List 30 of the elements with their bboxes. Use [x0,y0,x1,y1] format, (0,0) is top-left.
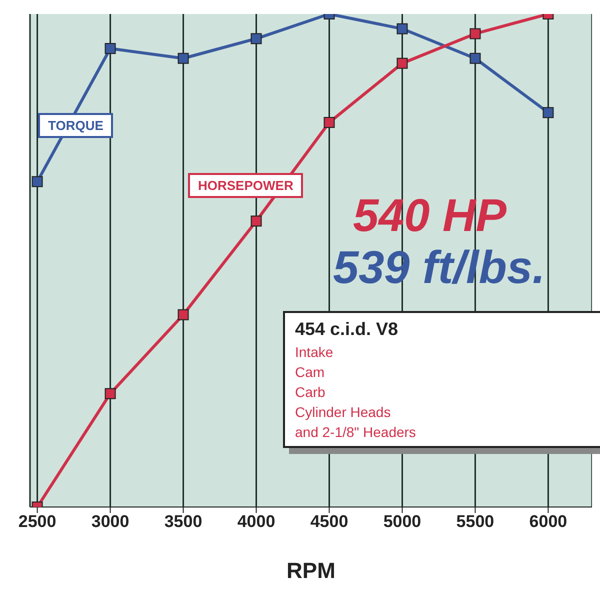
point [250,216,262,227]
point [104,43,116,54]
series-label: TORQUE [38,113,114,138]
x-tick-label: 6000 [529,512,568,532]
point [32,176,43,188]
annotation: Cam [295,364,326,380]
point [324,116,335,128]
point [178,309,189,320]
point [542,107,554,118]
x-tick-label: 4500 [310,512,348,532]
series-label: HORSEPOWER [188,173,304,198]
point [396,58,408,69]
annotation: Carb [295,384,326,400]
x-tick-label: 4000 [237,512,276,532]
x-axis-title: RPM [286,558,336,583]
point [104,388,116,400]
x-tick-label: 3000 [91,512,130,532]
point [396,23,408,34]
point [178,52,189,64]
x-tick-label: 5500 [456,512,494,532]
x-tick-label: 5000 [383,512,422,532]
x-tick-label: 3500 [164,512,202,532]
point [250,33,262,44]
x-tick-label: 2500 [18,512,56,532]
annotation: Intake [295,344,334,360]
point [470,52,481,64]
point [470,28,481,40]
annotation: 454 c.i.d. V8 [295,319,400,340]
annotation: and 2-1/8" Headers [295,424,417,440]
annotation: Cylinder Heads [295,404,392,420]
